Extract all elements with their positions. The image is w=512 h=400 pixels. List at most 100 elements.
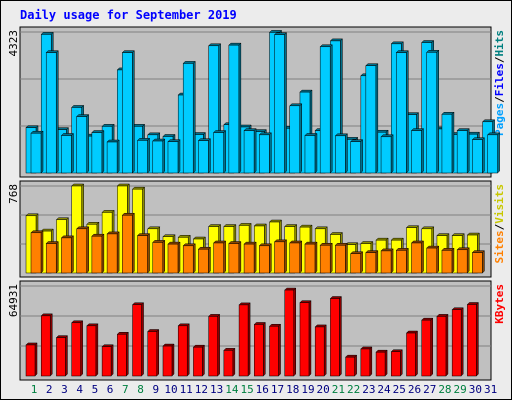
bar-kbytes-day-30	[466, 301, 479, 377]
bar-files-day-23-side	[375, 63, 379, 174]
bar-kbytes-day-12	[192, 344, 206, 377]
bar-kbytes-day-2-face	[40, 315, 51, 377]
bar-kbytes-day-11	[177, 323, 190, 377]
bar-sites-day-24-face	[380, 250, 392, 274]
bar-files-day-20	[319, 44, 333, 174]
bar-kbytes-day-19-side	[308, 300, 312, 377]
bar-files-day-11	[182, 60, 196, 174]
bar-files-day-6-face	[106, 141, 118, 174]
bar-kbytes-day-29-face	[451, 309, 462, 377]
bar-kbytes-day-15-face	[238, 304, 249, 377]
panel-kbytes-legend: KBytes	[493, 284, 506, 324]
bar-sites-day-5-side	[101, 233, 105, 274]
bar-sites-day-2	[45, 240, 59, 274]
bar-sites-day-3-side	[71, 235, 74, 274]
bar-files-day-29-side	[466, 127, 470, 174]
bar-files-day-28	[441, 111, 455, 174]
bar-sites-day-17-side	[284, 239, 287, 274]
bar-sites-day-4-side	[86, 226, 89, 274]
bar-kbytes-day-18-side	[293, 287, 296, 377]
bar-kbytes-day-2-side	[49, 313, 53, 377]
bar-sites-day-21-face	[335, 244, 346, 274]
panel-visits-legend-item-0: Sites	[493, 230, 506, 263]
bar-sites-day-28-face	[441, 250, 453, 274]
bar-sites-day-11	[182, 243, 196, 274]
bar-files-day-25-face	[396, 52, 407, 174]
bar-kbytes-day-22-face	[345, 356, 355, 377]
bar-kbytes-day-1-face	[25, 344, 36, 377]
day-label-15: 15	[240, 383, 253, 396]
bar-files-day-31	[486, 132, 501, 174]
bar-kbytes-day-21-side	[339, 295, 342, 377]
bar-files-day-16	[258, 132, 272, 174]
bar-kbytes-day-7-face	[117, 334, 127, 377]
day-label-5: 5	[92, 383, 99, 396]
bar-files-day-26-face	[411, 130, 422, 174]
bar-sites-day-25	[395, 247, 409, 274]
bar-kbytes-day-23	[360, 346, 373, 377]
bar-sites-day-27-side	[436, 245, 439, 274]
panel-visits-legend-item-2: Visits	[493, 184, 506, 224]
day-label-24: 24	[377, 383, 391, 396]
bar-files-day-7	[121, 50, 135, 174]
bar-kbytes-day-24-side	[384, 349, 388, 377]
bar-sites-day-14-side	[238, 240, 242, 274]
bar-kbytes-day-15	[238, 302, 251, 377]
bar-kbytes-day-15-side	[247, 302, 251, 377]
bar-kbytes-day-6	[101, 344, 114, 377]
bar-files-day-16-face	[259, 134, 270, 174]
day-label-2: 2	[46, 383, 53, 396]
bar-files-day-19	[304, 132, 318, 174]
bar-kbytes-day-20	[314, 324, 327, 377]
bar-sites-day-23-side	[375, 250, 379, 274]
bar-files-day-24-face	[380, 136, 392, 174]
day-label-8: 8	[137, 383, 144, 396]
bar-files-day-14-side	[238, 42, 242, 174]
panel-traffic-legend: Pages/Files/Hits	[493, 30, 506, 136]
bar-sites-day-29-face	[456, 249, 468, 274]
bar-sites-day-21-side	[345, 242, 348, 274]
bar-files-day-23-face	[365, 65, 377, 174]
chart-panels: 4323Pages/Files/Hits768Sites/Visits64931…	[7, 26, 506, 381]
bar-sites-day-20-side	[329, 242, 333, 274]
day-label-28: 28	[438, 383, 451, 396]
bar-sites-day-28	[441, 247, 455, 274]
day-label-4: 4	[76, 383, 83, 396]
bar-sites-day-3	[60, 235, 75, 274]
bar-files-day-18-face	[289, 105, 300, 174]
bar-sites-day-8-side	[147, 233, 150, 274]
bar-sites-day-3-face	[61, 237, 72, 274]
bar-sites-day-10	[167, 241, 181, 274]
bar-sites-day-19-face	[304, 243, 316, 274]
bar-files-day-21-side	[345, 133, 348, 174]
bar-kbytes-day-21	[329, 295, 343, 377]
bar-files-day-19-face	[304, 135, 316, 174]
bar-sites-day-4	[76, 226, 90, 274]
bar-sites-day-23-face	[365, 252, 377, 274]
bar-kbytes-day-26	[405, 330, 419, 377]
bar-kbytes-day-5	[86, 323, 99, 377]
bar-files-day-6	[106, 139, 120, 174]
bar-files-day-30	[471, 137, 485, 174]
bar-files-day-31-face	[487, 134, 498, 174]
bar-sites-day-16-side	[269, 243, 272, 274]
bar-files-day-26	[410, 127, 425, 174]
day-label-26: 26	[408, 383, 421, 396]
day-label-17: 17	[271, 383, 284, 396]
bar-files-day-2-face	[45, 52, 57, 174]
bar-sites-day-22-face	[350, 253, 361, 274]
panel-traffic-legend-item-3: /	[493, 56, 506, 63]
bar-sites-day-22-side	[360, 251, 363, 274]
series-sites	[30, 212, 485, 274]
bar-files-day-27-side	[436, 49, 439, 174]
bar-sites-day-15	[243, 241, 257, 274]
bar-sites-day-28-side	[451, 247, 455, 274]
bar-sites-day-14-face	[228, 243, 240, 274]
panel-traffic-legend-item-1: /	[493, 96, 506, 103]
bar-kbytes-day-10-face	[162, 345, 173, 377]
bar-kbytes-day-22-side	[354, 354, 357, 377]
bar-files-day-18	[289, 103, 303, 174]
bar-files-day-10	[167, 139, 181, 174]
bar-files-day-14-face	[228, 44, 240, 174]
